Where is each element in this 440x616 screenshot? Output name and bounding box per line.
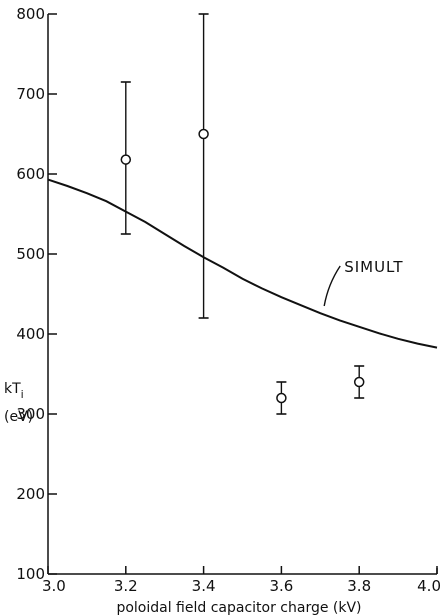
- y-ticks: 100 200 300 400 500 600 700 800: [16, 5, 57, 583]
- annotation-layer: SIMULT: [323, 258, 403, 307]
- x-tick-label: 3.8: [347, 577, 371, 595]
- plot-area: [47, 14, 438, 575]
- data-point: [353, 365, 365, 399]
- point-marker: [276, 392, 287, 404]
- y-tick-label: 100: [16, 565, 45, 583]
- point-marker: [120, 154, 132, 165]
- point-marker: [198, 128, 209, 140]
- simulation-layer: [47, 178, 438, 349]
- point-marker: [353, 376, 365, 388]
- x-tick-label: 3.6: [269, 577, 293, 595]
- x-tick-label: 3.0: [42, 577, 66, 595]
- data-point: [120, 81, 132, 235]
- x-tick-label: 4.0: [417, 577, 440, 595]
- data-point: [276, 381, 287, 415]
- annotation-label: SIMULT: [344, 258, 403, 276]
- y-axis-label-subscript: i: [21, 388, 24, 401]
- y-tick-label: 600: [16, 165, 45, 183]
- simulation-curve: [47, 178, 438, 349]
- data-point: [198, 13, 209, 319]
- y-tick-label: 200: [16, 485, 45, 503]
- x-ticks: 3.0 3.2 3.4 3.6 3.8 4.0: [42, 566, 440, 595]
- y-tick-label: 800: [16, 5, 45, 23]
- x-axis-label: poloidal field capacitor charge (kV): [116, 600, 361, 616]
- y-tick-label: 300: [16, 405, 45, 423]
- y-axis-label: kTi: [4, 381, 24, 401]
- measurement-layer: [120, 13, 365, 415]
- y-tick-label: 500: [16, 245, 45, 263]
- y-axis-label-quantity: kT: [4, 381, 21, 397]
- annotation-leader: [323, 265, 341, 307]
- x-tick-label: 3.4: [192, 577, 216, 595]
- x-tick-label: 3.2: [114, 577, 138, 595]
- y-tick-label: 700: [16, 85, 45, 103]
- y-tick-label: 400: [16, 325, 45, 343]
- y-axis-unit: (eV): [4, 409, 33, 425]
